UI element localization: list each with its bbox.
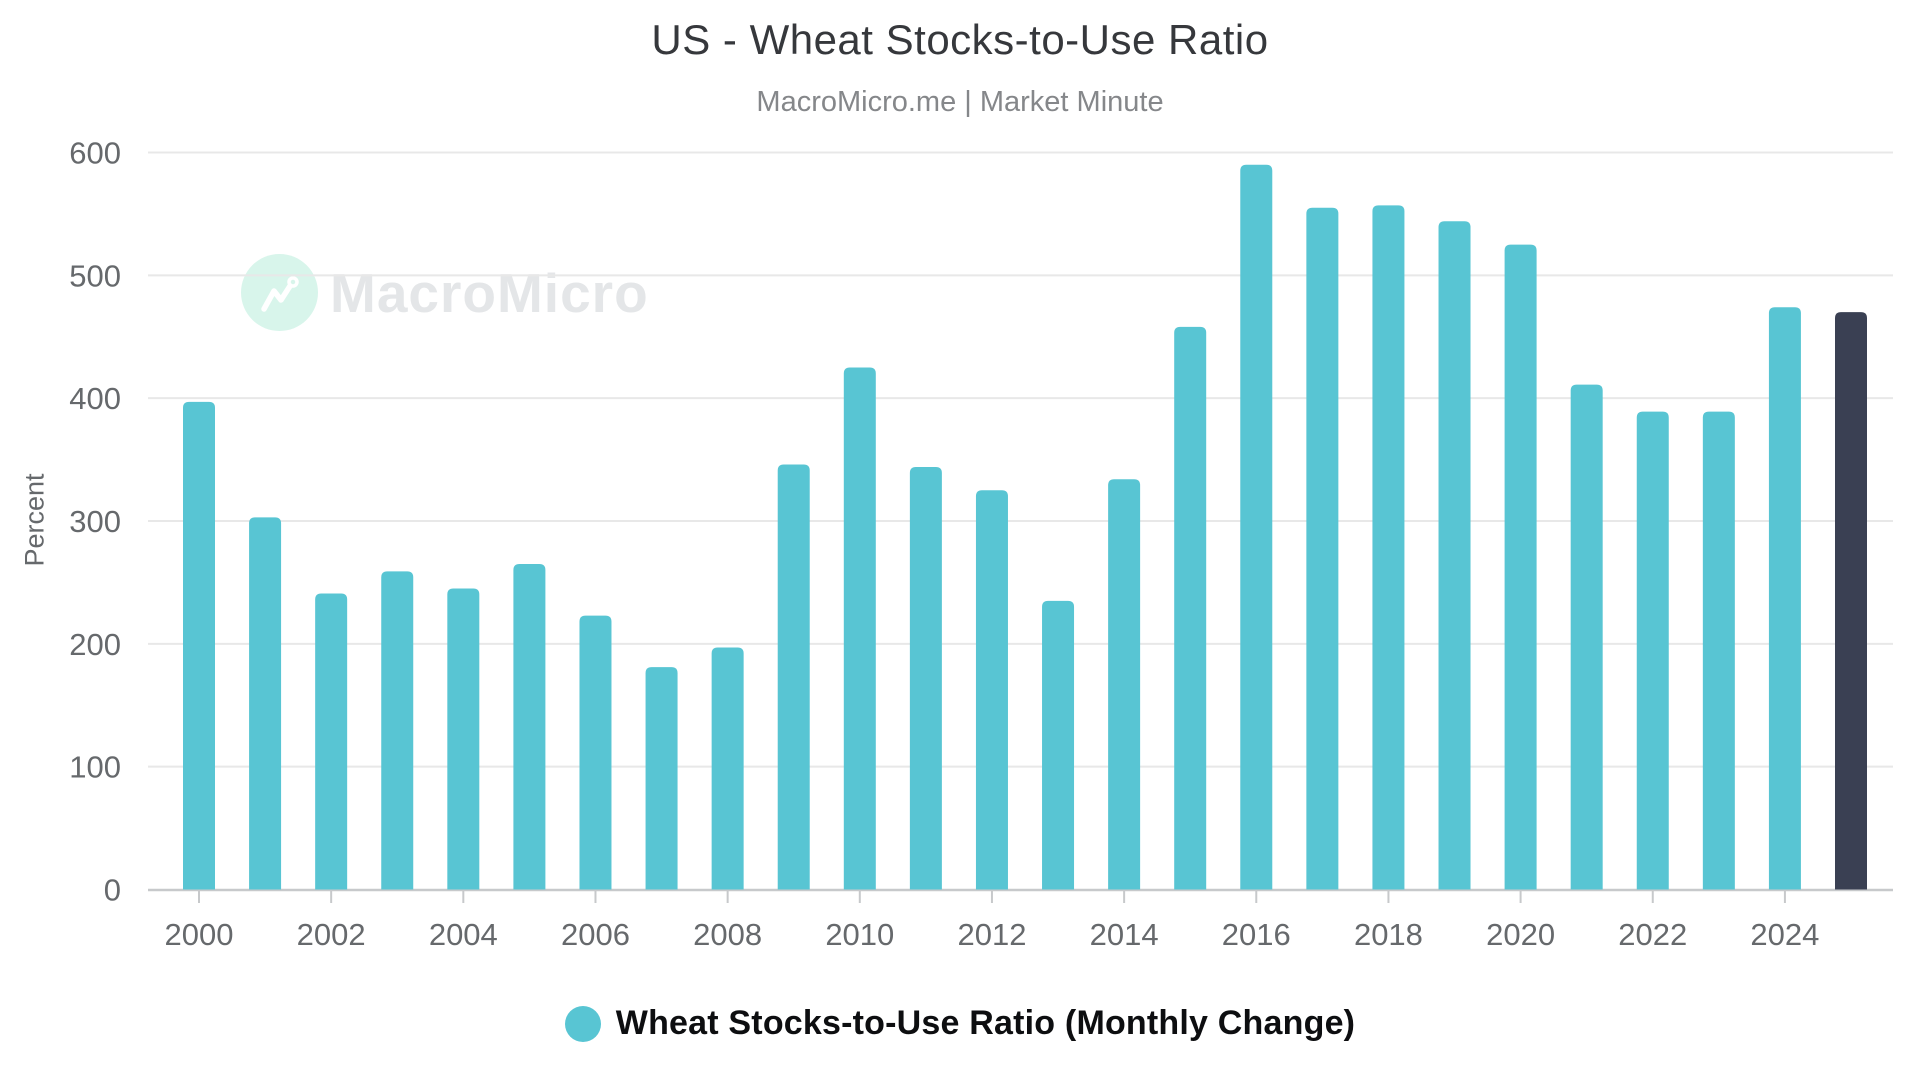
bar-2022 — [1636, 411, 1669, 890]
bar-2007 — [645, 667, 678, 890]
bar-2003 — [381, 571, 414, 890]
bar-2016 — [1240, 164, 1273, 890]
x-tick-label-2020: 2020 — [1486, 917, 1555, 952]
chart-title: US - Wheat Stocks-to-Use Ratio — [651, 16, 1269, 63]
bar-2024 — [1768, 307, 1801, 890]
bar-2010 — [843, 367, 876, 890]
bar-2023 — [1702, 411, 1735, 890]
x-tick-label-2018: 2018 — [1354, 917, 1423, 952]
legend: Wheat Stocks-to-Use Ratio (Monthly Chang… — [0, 1004, 1920, 1043]
bar-2005 — [513, 563, 546, 890]
bar-2001 — [249, 517, 282, 890]
bar-2006 — [579, 615, 612, 890]
bar-2018 — [1372, 205, 1405, 890]
x-tick-label-2014: 2014 — [1090, 917, 1159, 952]
chart-subtitle: MacroMicro.me | Market Minute — [756, 86, 1164, 118]
bar-2011 — [909, 466, 942, 890]
bar-2012 — [975, 490, 1008, 890]
x-tick-label-2022: 2022 — [1618, 917, 1687, 952]
x-tick-label-2012: 2012 — [957, 917, 1026, 952]
y-tick-label-300: 300 — [69, 504, 121, 539]
bar-2017 — [1306, 207, 1339, 890]
legend-marker-circle-icon — [564, 1005, 601, 1042]
x-tick-label-2024: 2024 — [1750, 917, 1819, 952]
x-tick-label-2010: 2010 — [825, 917, 894, 952]
y-tick-label-500: 500 — [69, 258, 121, 293]
bar-2020 — [1504, 244, 1537, 890]
legend-series-label: Wheat Stocks-to-Use Ratio (Monthly Chang… — [615, 1004, 1356, 1042]
bar-2021 — [1570, 384, 1603, 890]
bar-2025 — [1835, 312, 1867, 890]
x-tick-label-2002: 2002 — [297, 917, 366, 952]
y-tick-label-400: 400 — [69, 381, 121, 416]
y-tick-label-0: 0 — [104, 873, 121, 908]
x-tick-label-2006: 2006 — [561, 917, 630, 952]
macromicro-logo-icon — [241, 254, 318, 331]
macromicro-watermark: MacroMicro — [241, 254, 649, 331]
x-tick-label-2000: 2000 — [165, 917, 234, 952]
bar-2013 — [1042, 600, 1075, 890]
bar-2019 — [1438, 221, 1471, 890]
x-tick-label-2004: 2004 — [429, 917, 498, 952]
y-tick-label-600: 600 — [69, 136, 121, 171]
bar-2014 — [1108, 479, 1141, 890]
x-tick-label-2008: 2008 — [693, 917, 762, 952]
bar-2000 — [183, 401, 215, 890]
bar-2004 — [447, 588, 480, 890]
y-tick-label-100: 100 — [69, 750, 121, 785]
watermark-brand-text: MacroMicro — [330, 261, 649, 324]
x-tick-label-2016: 2016 — [1222, 917, 1291, 952]
y-tick-label-200: 200 — [69, 627, 121, 662]
bar-2008 — [711, 647, 744, 890]
bar-2002 — [315, 593, 348, 890]
bar-2009 — [777, 464, 810, 890]
bar-2015 — [1174, 326, 1207, 890]
